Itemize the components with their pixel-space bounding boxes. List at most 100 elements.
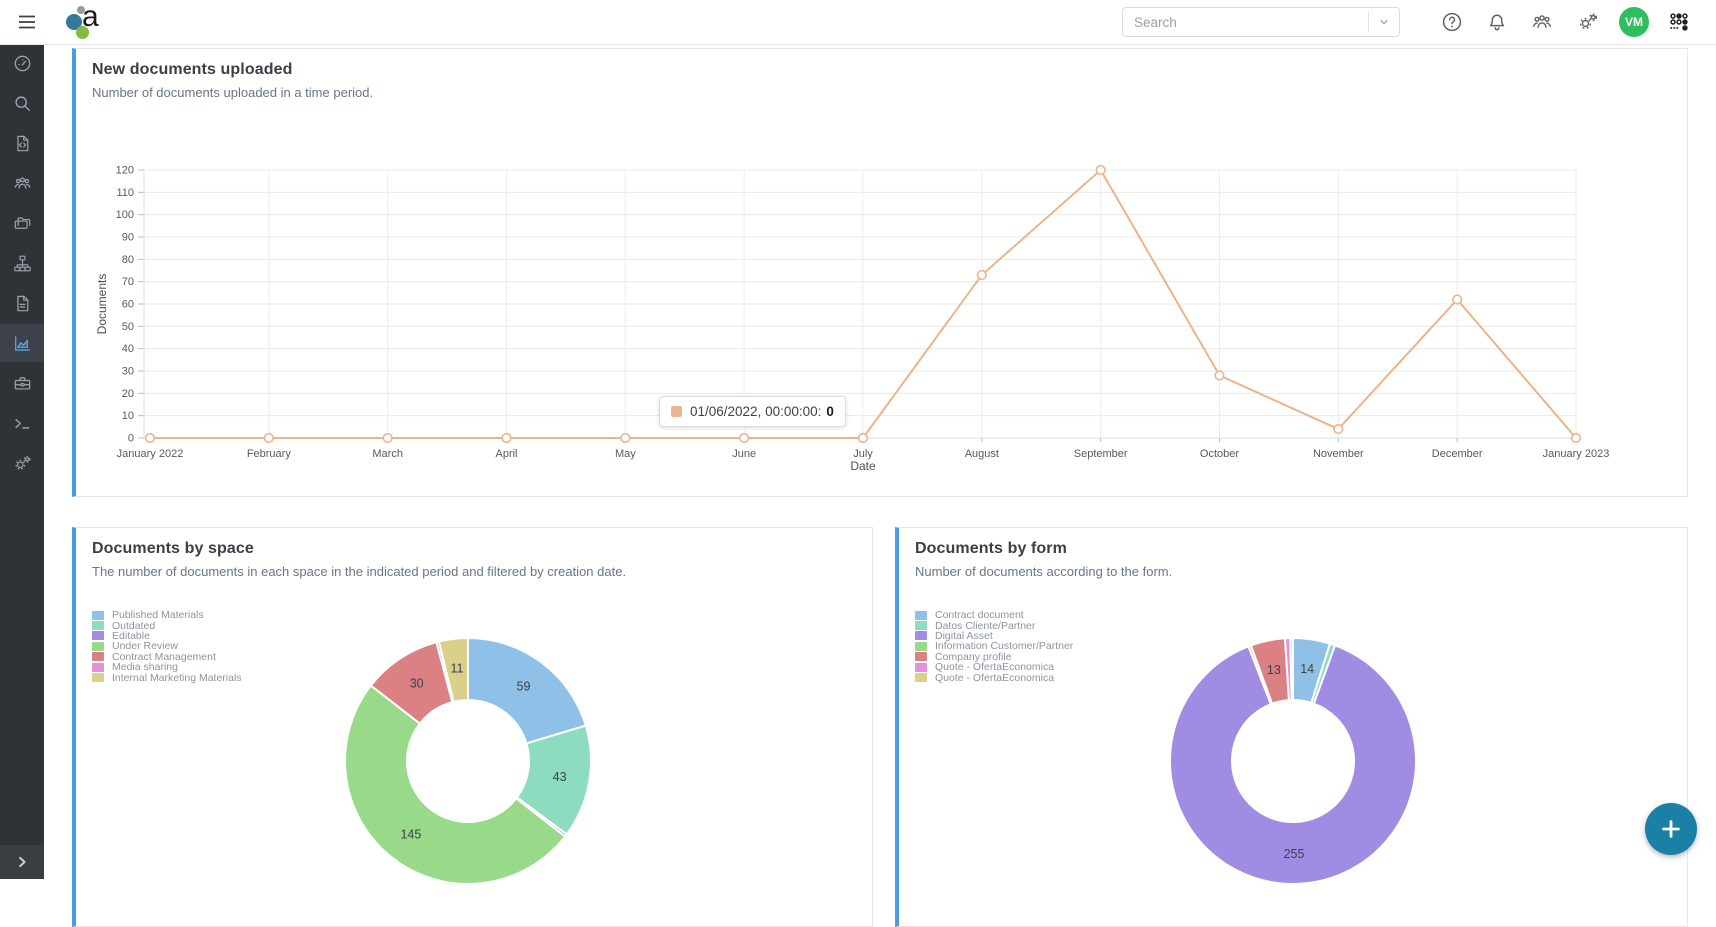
svg-text:January 2022: January 2022: [117, 448, 184, 460]
sidebar-item-users-group[interactable]: [0, 164, 44, 202]
chevron-right-icon: [13, 853, 31, 871]
card-subtitle: The number of documents in each space in…: [92, 564, 627, 579]
sidebar-item-analytics[interactable]: [0, 324, 44, 362]
svg-text:March: March: [372, 448, 403, 460]
legend-label: Datos Cliente/Partner: [935, 619, 1036, 632]
folders-icon: [12, 213, 33, 234]
svg-text:August: August: [965, 448, 999, 460]
svg-text:70: 70: [122, 276, 134, 288]
sidebar-expand-button[interactable]: [0, 845, 44, 879]
svg-text:November: November: [1313, 448, 1364, 460]
legend-swatch: [92, 652, 104, 662]
legend-item: Quote - OfertaEconomica: [915, 661, 1073, 673]
svg-text:Documents: Documents: [95, 274, 109, 335]
athento-logo[interactable]: a: [66, 0, 108, 41]
svg-text:10: 10: [122, 410, 134, 422]
sidebar-item-settings-gears[interactable]: [0, 444, 44, 482]
legend-swatch: [915, 631, 927, 641]
sidebar: [0, 44, 44, 879]
legend-documents-by-form: Contract document Datos Cliente/Partner Di…: [915, 609, 1073, 684]
legend-documents-by-space: Published Materials Outdated Editable Under…: [92, 609, 242, 684]
tooltip-label: 01/06/2022, 00:00:00:: [690, 404, 822, 419]
sidebar-item-dashboard[interactable]: [0, 44, 44, 82]
svg-text:April: April: [495, 448, 517, 460]
svg-text:13: 13: [1267, 663, 1281, 677]
legend-label: Editable: [112, 629, 150, 642]
users-group-icon: [12, 173, 33, 194]
svg-text:December: December: [1432, 448, 1483, 460]
notifications-bell-button[interactable]: [1485, 10, 1509, 34]
legend-label: Published Materials: [112, 609, 204, 622]
svg-text:Date: Date: [850, 459, 876, 473]
legend-label: Contract Management: [112, 650, 216, 663]
svg-text:255: 255: [1284, 847, 1305, 861]
line-chart[interactable]: 0 10 20 30 40 50 60 70 80 90 100 110 120 January 2022…: [76, 49, 1686, 492]
logo-dot-blue: [66, 14, 82, 30]
svg-text:100: 100: [116, 209, 134, 221]
svg-text:14: 14: [1300, 662, 1314, 676]
legend-swatch: [915, 610, 927, 620]
legend-item: Information Customer/Partner: [915, 640, 1073, 652]
help-icon: [1440, 10, 1464, 34]
user-avatar[interactable]: VM: [1619, 7, 1649, 37]
legend-swatch: [915, 641, 927, 651]
svg-text:February: February: [247, 448, 292, 460]
sidebar-item-terminal[interactable]: [0, 404, 44, 442]
svg-text:20: 20: [122, 388, 134, 400]
logo-dot-green: [76, 26, 89, 39]
add-document-fab[interactable]: [1645, 803, 1697, 855]
legend-item: Contract document: [915, 609, 1073, 621]
tooltip-series-swatch: [671, 406, 682, 417]
legend-swatch: [915, 673, 927, 683]
sidebar-item-sitemap[interactable]: [0, 244, 44, 282]
card-title: Documents by form: [915, 540, 1067, 557]
analytics-icon: [12, 333, 33, 354]
legend-label: Internal Marketing Materials: [112, 671, 242, 684]
sidebar-item-document[interactable]: [0, 284, 44, 322]
legend-label: Quote - OfertaEconomica: [935, 671, 1055, 684]
card-documents-by-space: Documents by space The number of documen…: [72, 527, 873, 927]
search-scope-dropdown[interactable]: [1369, 8, 1399, 36]
legend-item: Editable: [92, 629, 242, 642]
donut-chart-space[interactable]: 59 43 145 30 11: [76, 528, 869, 926]
svg-text:30: 30: [122, 366, 134, 378]
settings-gears-icon: [12, 453, 33, 474]
sidebar-item-search[interactable]: [0, 84, 44, 122]
legend-item: Quote - OfertaEconomica: [915, 671, 1073, 684]
svg-text:0: 0: [128, 433, 134, 445]
hamburger-menu-button[interactable]: [14, 10, 40, 34]
legend-item: Published Materials: [92, 609, 242, 622]
search-input[interactable]: [1123, 14, 1368, 30]
chevron-down-icon: [1375, 13, 1393, 31]
legend-label: Outdated: [112, 619, 156, 632]
help-button[interactable]: [1440, 10, 1464, 34]
logo-letter: a: [82, 0, 99, 33]
sidebar-item-file-code[interactable]: [0, 124, 44, 162]
settings-gears-button[interactable]: [1576, 10, 1600, 34]
legend-label: Under Review: [112, 640, 178, 653]
svg-text:30: 30: [410, 676, 424, 690]
document-icon: [12, 293, 33, 314]
users-group-button[interactable]: [1530, 10, 1554, 34]
donut-chart-form[interactable]: 14 255 13: [899, 528, 1684, 926]
svg-text:October: October: [1200, 448, 1239, 460]
legend-label: Company profile: [935, 650, 1012, 663]
legend-item: Company profile: [915, 650, 1073, 663]
sidebar-item-folders[interactable]: [0, 204, 44, 242]
svg-text:May: May: [615, 448, 636, 460]
settings-gears-icon: [1576, 10, 1600, 34]
svg-text:59: 59: [517, 679, 531, 693]
legend-swatch: [915, 652, 927, 662]
svg-text:60: 60: [122, 299, 134, 311]
legend-item: Contract Management: [92, 650, 242, 663]
svg-text:40: 40: [122, 343, 134, 355]
legend-item: Internal Marketing Materials: [92, 671, 242, 684]
legend-item: Under Review: [92, 640, 242, 653]
svg-text:July: July: [853, 448, 873, 460]
chart-tooltip: 01/06/2022, 00:00:00: 0: [659, 396, 846, 427]
legend-swatch: [92, 641, 104, 651]
card-subtitle: Number of documents according to the for…: [915, 564, 1173, 579]
sidebar-item-briefcase[interactable]: [0, 364, 44, 402]
svg-text:80: 80: [122, 254, 134, 266]
apps-grid-button[interactable]: [1666, 9, 1692, 35]
